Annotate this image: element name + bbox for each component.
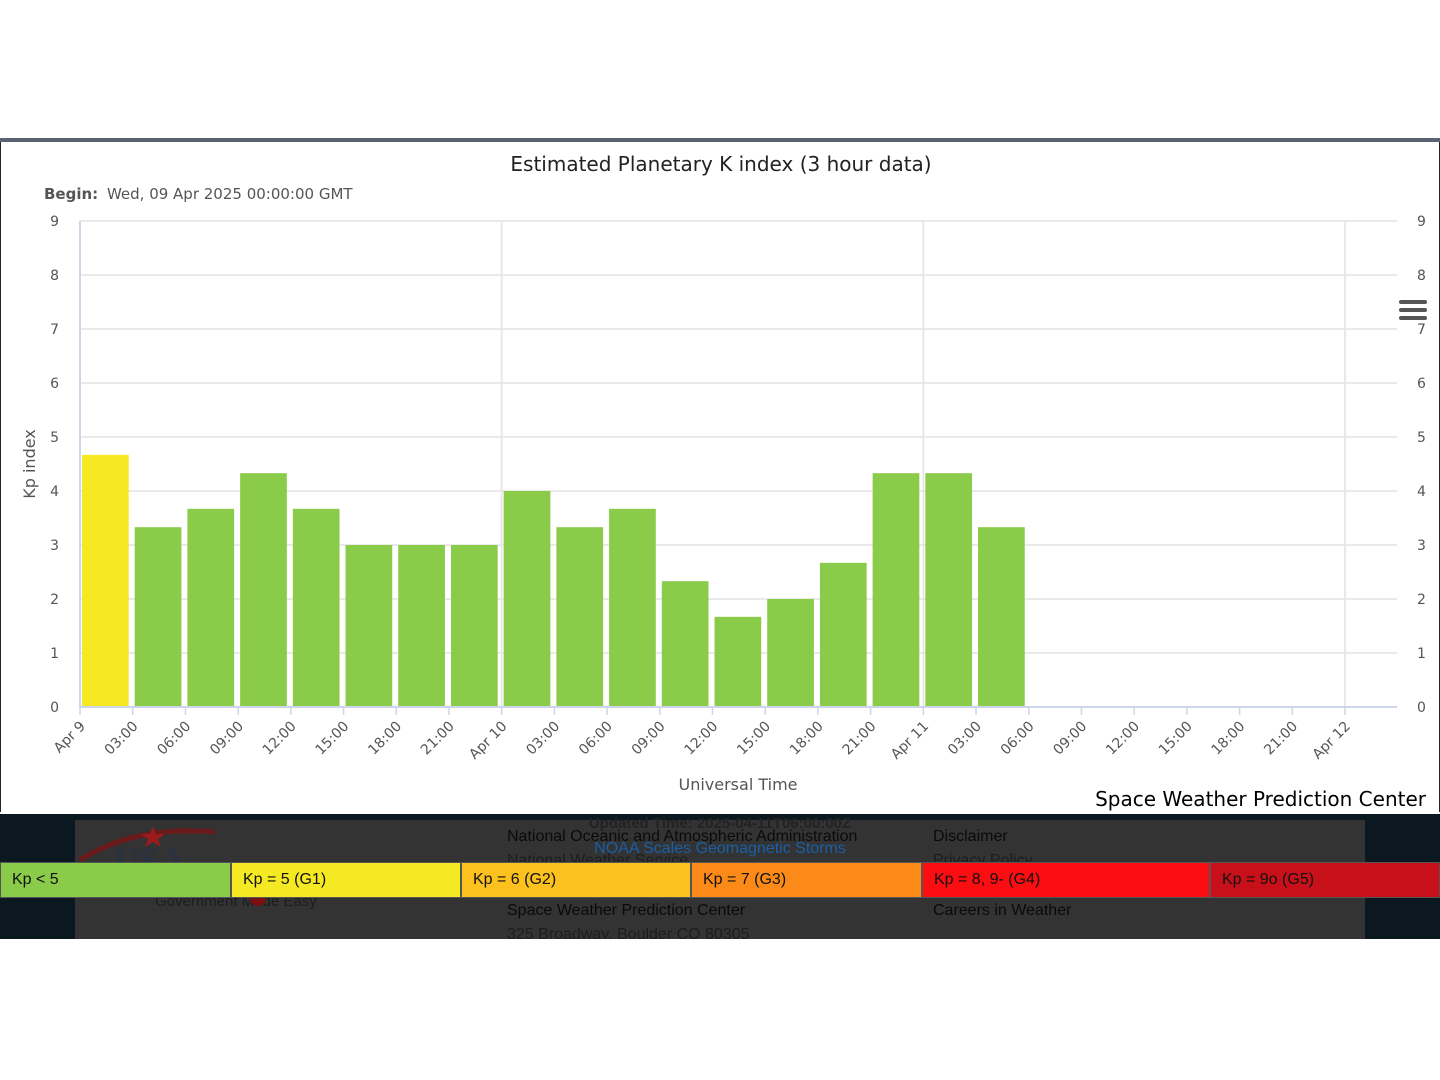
x-tick-label: 03:00 xyxy=(102,719,142,759)
x-tick-label: 21:00 xyxy=(418,719,458,759)
footer-swpc-link[interactable]: Space Weather Prediction Center xyxy=(507,902,746,919)
updated-time: Updated Time: 2025-04-11T06:00:00Z xyxy=(588,815,852,832)
y-tick-label: 3 xyxy=(50,538,59,554)
y-tick-label: 6 xyxy=(50,376,59,392)
x-tick-label: Apr 12 xyxy=(1310,719,1354,763)
kp-bar xyxy=(609,508,656,707)
kp-chart-panel: 0 0 1 1 2 2 3 3 4 4 5 5 6 6 7 7 8 8 9 9 Apr 9 03:00 06:00 09:00… xyxy=(0,142,1440,812)
legend-item-g4: Kp = 8, 9- (G4) xyxy=(922,862,1210,898)
x-tick-label: 12:00 xyxy=(1103,719,1143,759)
x-tick-label: 06:00 xyxy=(154,719,194,759)
footer-noaa-link[interactable]: National Oceanic and Atmospheric Adminis… xyxy=(507,828,858,845)
chart-menu-button[interactable] xyxy=(1399,300,1427,324)
legend-item-g3: Kp = 7 (G3) xyxy=(691,862,922,898)
swpc-credit: Space Weather Prediction Center xyxy=(1095,787,1426,811)
kp-bar xyxy=(292,508,340,707)
footer-careers-link[interactable]: Careers in Weather xyxy=(933,902,1072,919)
kp-bar xyxy=(556,527,604,707)
menu-bar-icon xyxy=(1399,316,1427,320)
kp-bar xyxy=(767,599,814,707)
y-tick-label: 4 xyxy=(50,484,59,500)
kp-bar xyxy=(187,508,235,707)
x-tick-label: 09:00 xyxy=(1050,719,1090,759)
x-tick-label: 18:00 xyxy=(1209,719,1249,759)
kp-chart: 0 0 1 1 2 2 3 3 4 4 5 5 6 6 7 7 8 8 9 9 Apr 9 03:00 06:00 09:00… xyxy=(20,152,1426,794)
kp-bar xyxy=(398,545,445,707)
legend-item-g5: Kp = 9o (G5) xyxy=(1210,862,1440,898)
menu-bar-icon xyxy=(1399,308,1427,312)
subtitle-label: Begin: xyxy=(44,185,98,203)
x-tick-label: 09:00 xyxy=(629,719,669,759)
legend-item-g2: Kp = 6 (G2) xyxy=(461,862,691,898)
y-tick-label: 1 xyxy=(50,646,59,662)
legend-item-kp-below-5: Kp < 5 xyxy=(0,862,231,898)
x-tick-label: 18:00 xyxy=(787,719,827,759)
kp-legend: Kp < 5 Kp = 5 (G1) Kp = 6 (G2) Kp = 7 (G… xyxy=(0,862,1440,898)
kp-bar xyxy=(925,473,973,707)
y-tick-label-right: 1 xyxy=(1417,646,1426,662)
x-tick-label: 06:00 xyxy=(576,719,616,759)
kp-bar xyxy=(819,562,867,707)
x-tick-label: 21:00 xyxy=(840,719,880,759)
kp-bar xyxy=(450,545,498,707)
kp-bar xyxy=(240,473,287,707)
kp-bar xyxy=(714,616,762,707)
kp-bar xyxy=(661,581,709,707)
y-tick-label-right: 6 xyxy=(1417,376,1426,392)
x-tick-label: 06:00 xyxy=(998,719,1038,759)
y-tick-label: 2 xyxy=(50,592,59,608)
y-tick-label-right: 7 xyxy=(1417,322,1426,338)
footer-disclaimer-link[interactable]: Disclaimer xyxy=(933,828,1008,845)
x-tick-label: 15:00 xyxy=(1156,719,1196,759)
footer-address: 325 Broadway, Boulder CO 80305 xyxy=(507,926,750,939)
menu-bar-icon xyxy=(1399,300,1427,304)
kp-bar xyxy=(503,491,551,707)
x-tick-label: Apr 9 xyxy=(51,719,89,757)
legend-item-g1: Kp = 5 (G1) xyxy=(231,862,461,898)
y-axis-title: Kp index xyxy=(20,429,39,499)
y-tick-label: 7 xyxy=(50,322,59,338)
x-tick-label: 03:00 xyxy=(523,719,563,759)
x-tick-label: Apr 10 xyxy=(466,719,510,763)
y-tick-label-right: 0 xyxy=(1417,700,1426,716)
noaa-scales-link[interactable]: NOAA Scales Geomagnetic Storms xyxy=(594,840,846,857)
kp-bar xyxy=(872,473,920,707)
x-tick-label: Apr 11 xyxy=(888,719,932,763)
y-tick-label: 8 xyxy=(50,268,59,284)
kp-bar xyxy=(82,454,129,707)
chart-bars xyxy=(82,454,1025,707)
chart-title: Estimated Planetary K index (3 hour data… xyxy=(510,152,931,176)
kp-bar xyxy=(978,527,1025,707)
y-tick-label-right: 2 xyxy=(1417,592,1426,608)
y-tick-label-right: 9 xyxy=(1417,214,1426,230)
x-tick-label: 09:00 xyxy=(207,719,247,759)
y-tick-label-right: 8 xyxy=(1417,268,1426,284)
kp-bar xyxy=(345,545,393,707)
chart-subtitle: Begin: Wed, 09 Apr 2025 00:00:00 GMT xyxy=(44,185,353,203)
x-tick-label: 12:00 xyxy=(260,719,300,759)
y-tick-label-right: 5 xyxy=(1417,430,1426,446)
x-tick-label: 03:00 xyxy=(945,719,985,759)
y-tick-label-right: 3 xyxy=(1417,538,1426,554)
x-tick-label: 12:00 xyxy=(681,719,721,759)
y-tick-label: 9 xyxy=(50,214,59,230)
x-tick-label: 15:00 xyxy=(313,719,353,759)
y-tick-label-right: 4 xyxy=(1417,484,1426,500)
page-header-strip xyxy=(0,138,1440,142)
x-tick-label: 18:00 xyxy=(365,719,405,759)
x-tick-label: 15:00 xyxy=(734,719,774,759)
x-tick-label: 21:00 xyxy=(1261,719,1301,759)
x-axis-title: Universal Time xyxy=(678,775,797,794)
subtitle-value: Wed, 09 Apr 2025 00:00:00 GMT xyxy=(107,185,353,203)
y-tick-label: 0 xyxy=(50,700,59,716)
kp-bar xyxy=(134,527,182,707)
y-tick-label: 5 xyxy=(50,430,59,446)
